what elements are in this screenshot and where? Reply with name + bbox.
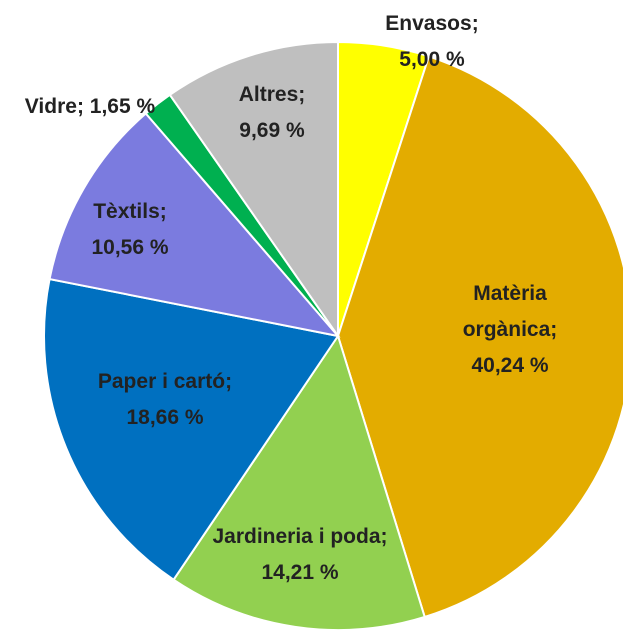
- label-separator: ;: [76, 95, 84, 118]
- category-name: Matèria orgànica: [462, 282, 551, 341]
- slice-label: Matèria orgànica; 40,24 %: [440, 276, 580, 384]
- label-separator: ;: [471, 12, 479, 35]
- pie-slice: [336, 55, 623, 619]
- label-separator: ;: [159, 200, 167, 223]
- label-separator: ;: [225, 370, 233, 393]
- slice-label: Altres; 9,69 %: [202, 77, 342, 149]
- value-label: 9,69 %: [239, 119, 305, 142]
- label-separator: ;: [380, 525, 388, 548]
- value-label: 1,65 %: [89, 95, 156, 118]
- slice-label: Jardineria i poda; 14,21 %: [210, 519, 390, 591]
- pie-slice: [168, 40, 339, 340]
- pie-slice: [172, 333, 426, 631]
- value-label: 18,66 %: [126, 406, 204, 429]
- pie-slice: [43, 277, 340, 582]
- value-label: 10,56 %: [91, 236, 169, 259]
- slice-label: Tèxtils; 10,56 %: [60, 194, 200, 266]
- category-name: Envasos: [385, 12, 472, 35]
- category-name: Paper i cartó: [97, 370, 226, 393]
- slice-label: Vidre; 1,65 %: [0, 89, 190, 125]
- category-name: Tèxtils: [93, 200, 160, 223]
- category-name: Vidre: [24, 95, 77, 118]
- value-label: 14,21 %: [261, 561, 339, 584]
- slice-label: Paper i cartó; 18,66 %: [55, 364, 275, 436]
- category-name: Jardineria i poda: [212, 525, 381, 548]
- label-separator: ;: [298, 83, 306, 106]
- pie-slice: [48, 112, 341, 338]
- value-label: 5,00 %: [399, 48, 465, 71]
- category-name: Altres: [238, 83, 299, 106]
- slice-label: Envasos; 5,00 %: [362, 6, 502, 78]
- value-label: 40,24 %: [471, 354, 549, 377]
- label-separator: ;: [550, 318, 558, 341]
